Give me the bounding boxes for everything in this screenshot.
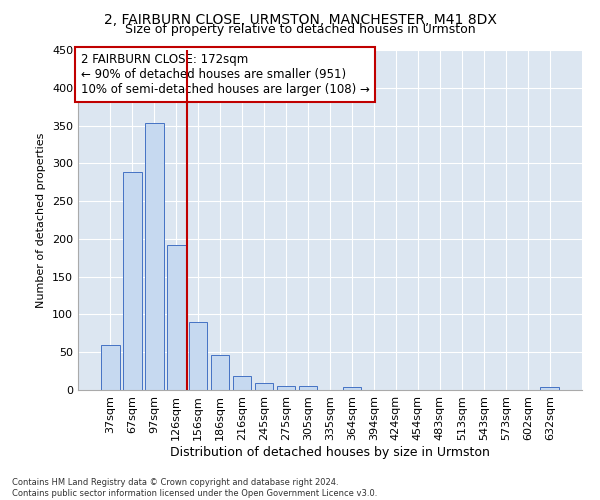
Bar [299,386,317,390]
Y-axis label: Number of detached properties: Number of detached properties [37,132,46,308]
Bar [167,245,185,390]
Text: Size of property relative to detached houses in Urmston: Size of property relative to detached ho… [125,22,475,36]
Bar [541,387,559,390]
Text: 2 FAIRBURN CLOSE: 172sqm
← 90% of detached houses are smaller (951)
10% of semi-: 2 FAIRBURN CLOSE: 172sqm ← 90% of detach… [80,54,370,96]
Bar [343,387,361,390]
Text: 2, FAIRBURN CLOSE, URMSTON, MANCHESTER, M41 8DX: 2, FAIRBURN CLOSE, URMSTON, MANCHESTER, … [104,12,496,26]
X-axis label: Distribution of detached houses by size in Urmston: Distribution of detached houses by size … [170,446,490,458]
Bar [277,386,295,390]
Bar [189,322,208,390]
Bar [211,355,229,390]
Bar [145,122,164,390]
Bar [255,383,274,390]
Bar [123,172,142,390]
Bar [233,376,251,390]
Bar [101,346,119,390]
Text: Contains HM Land Registry data © Crown copyright and database right 2024.
Contai: Contains HM Land Registry data © Crown c… [12,478,377,498]
